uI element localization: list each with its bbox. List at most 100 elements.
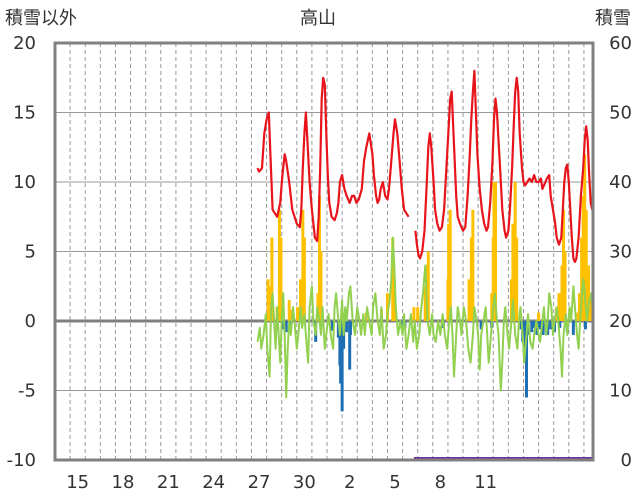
y-right-ticks: 60 50 40 30 20 10 0 [609,33,632,471]
plot-frame [53,41,595,462]
blue-bar [541,321,545,335]
orange-bar [469,237,473,321]
blue-bar [339,321,343,384]
orange-bar [301,209,305,321]
orange-bar [266,279,270,321]
orange-bar [515,237,519,321]
orange-bar [583,154,587,321]
right-axis-title: 積雪 [595,8,631,29]
x-tick-label: 21 [157,472,180,493]
blue-bar [479,321,483,330]
blue-bar [330,321,334,331]
blue-bar [538,321,542,330]
orange-bar [448,209,452,321]
y-left-tick-label: 5 [25,242,36,263]
orange-bar [287,300,291,321]
y-right-tick-label: 10 [609,381,632,402]
orange-bar [509,279,513,321]
y-left-tick-label: 10 [13,172,36,193]
y-right-tick-label: 40 [609,172,632,193]
blue-bar [348,321,352,370]
orange-bar [299,279,303,321]
green-series-line [256,236,594,399]
chart-title: 高山 [300,8,336,29]
orange-bar [423,286,427,321]
x-tick-label: 24 [202,472,225,493]
orange-bar [385,293,389,321]
blue-bar [284,321,288,333]
orange-bar [319,251,323,321]
y-right-tick-label: 20 [609,311,632,332]
blue-bar [525,321,529,398]
blue-bar [583,321,587,330]
blue-bar [532,321,536,328]
orange-bar [513,182,517,321]
orange-bar [586,265,590,321]
x-tick-label: 27 [248,472,271,493]
orange-bar [511,223,515,321]
orange-bar [557,293,561,321]
blue-bar [549,321,553,330]
x-tick-label: 18 [112,472,135,493]
orange-bar [494,182,498,321]
x-axis-ticks: 15 18 21 24 27 30 2 5 8 11 [66,472,497,493]
orange-bar [279,237,283,321]
orange-bar [416,307,420,321]
orange-bar [560,265,564,321]
orange-bar [268,286,272,321]
orange-bar [537,312,541,321]
series-lines [256,69,594,461]
orange-bar [471,209,475,321]
orange-bar [492,182,496,321]
x-tick-label: 11 [474,472,497,493]
orange-bar [490,293,494,321]
y-left-tick-label: -5 [18,381,36,402]
orange-bar [391,237,395,321]
x-tick-label: 2 [344,472,355,493]
x-tick-label: 15 [66,472,89,493]
blue-bar [558,321,562,328]
x-tick-label: 8 [435,472,446,493]
orange-bar [270,237,274,321]
orange-bar [317,195,321,321]
orange-bar [562,209,566,321]
x-tick-label: 30 [293,472,316,493]
orange-bar [412,307,416,321]
orange-bar [577,293,581,321]
left-axis-title: 積雪以外 [5,8,77,29]
blue-bar [530,321,534,333]
orange-bar [392,279,396,321]
plot-border [53,41,595,462]
y-left-tick-label: 20 [13,33,36,54]
orange-bar [289,309,293,321]
blue-bar [571,321,575,335]
orange-bar [581,195,585,321]
precip-bars [266,154,593,412]
orange-bar [589,293,593,321]
y-left-tick-label: -10 [7,450,36,471]
orange-bar [296,307,300,321]
y-left-tick-label: 0 [25,311,36,332]
y-left-tick-label: 15 [13,103,36,124]
orange-bar [580,237,584,321]
blue-bar [523,321,527,356]
y-right-tick-label: 0 [621,450,632,471]
orange-bar [467,279,471,321]
blue-bar [348,321,352,335]
orange-bar [584,209,588,321]
y-left-ticks: 20 15 10 5 0 -5 -10 [7,33,36,471]
y-right-tick-label: 60 [609,33,632,54]
orange-bar [426,251,430,321]
y-right-tick-label: 50 [609,103,632,124]
orange-bar [277,209,281,321]
red-series-line [256,69,594,263]
orange-bar [563,251,567,321]
x-tick-label: 5 [389,472,400,493]
orange-bar [302,237,306,321]
orange-bar [447,223,451,321]
blue-bar [345,321,349,333]
blue-bar [340,321,344,412]
y-right-tick-label: 30 [609,242,632,263]
blue-bar [526,321,530,335]
